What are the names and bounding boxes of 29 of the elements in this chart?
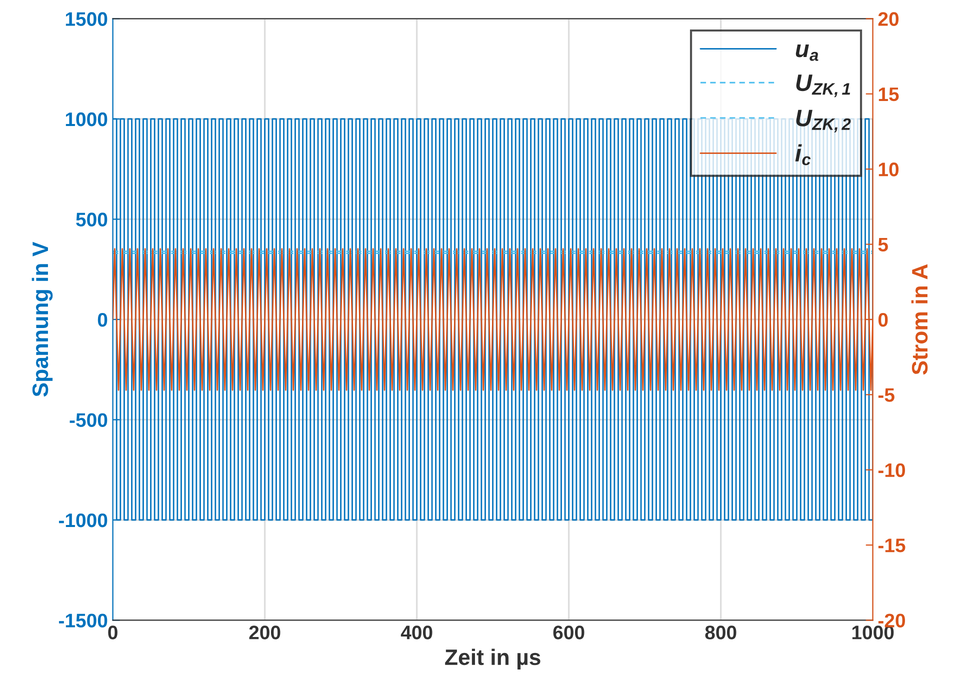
legend-label: i$_{c}$ <box>795 144 811 166</box>
y2-tick-label: 0 <box>878 312 888 327</box>
x-tick-label: 1000 <box>852 626 894 640</box>
y-tick-label: 1500 <box>66 12 108 26</box>
y2-tick-label: -5 <box>878 388 894 402</box>
legend-label: u$_{a}$ <box>796 44 818 61</box>
y-tick-label: -500 <box>70 413 108 427</box>
legend-label: U$_{ZK,2}$ <box>796 110 851 132</box>
y-tick-label: 1000 <box>66 112 108 126</box>
x-axis-title: Zeit in µs <box>445 648 540 670</box>
x-tick-label: 400 <box>400 626 432 640</box>
x-tick-label: 600 <box>553 626 584 640</box>
y2-tick-label: 5 <box>878 238 888 252</box>
y2-axis-title: Strom in A <box>911 264 928 375</box>
y-tick-label: 500 <box>76 212 108 226</box>
y-tick-label: -1000 <box>58 513 108 528</box>
x-tick-label: 800 <box>705 626 736 640</box>
y2-tick-label: 20 <box>878 12 899 26</box>
x-tick-label: 0 <box>108 626 118 640</box>
legend-label: U$_{ZK,1}$ <box>796 74 850 98</box>
y-tick-label: 0 <box>98 312 108 327</box>
y2-tick-label: 15 <box>878 88 899 102</box>
y-tick-label: -1500 <box>58 614 108 628</box>
y2-tick-label: -20 <box>878 614 905 628</box>
x-tick-label: 200 <box>249 626 280 640</box>
y2-tick-label: 10 <box>878 162 899 176</box>
y2-tick-label: -15 <box>878 538 906 552</box>
y-axis-title: Spannung in V <box>32 242 53 397</box>
y2-tick-label: -10 <box>878 463 905 478</box>
